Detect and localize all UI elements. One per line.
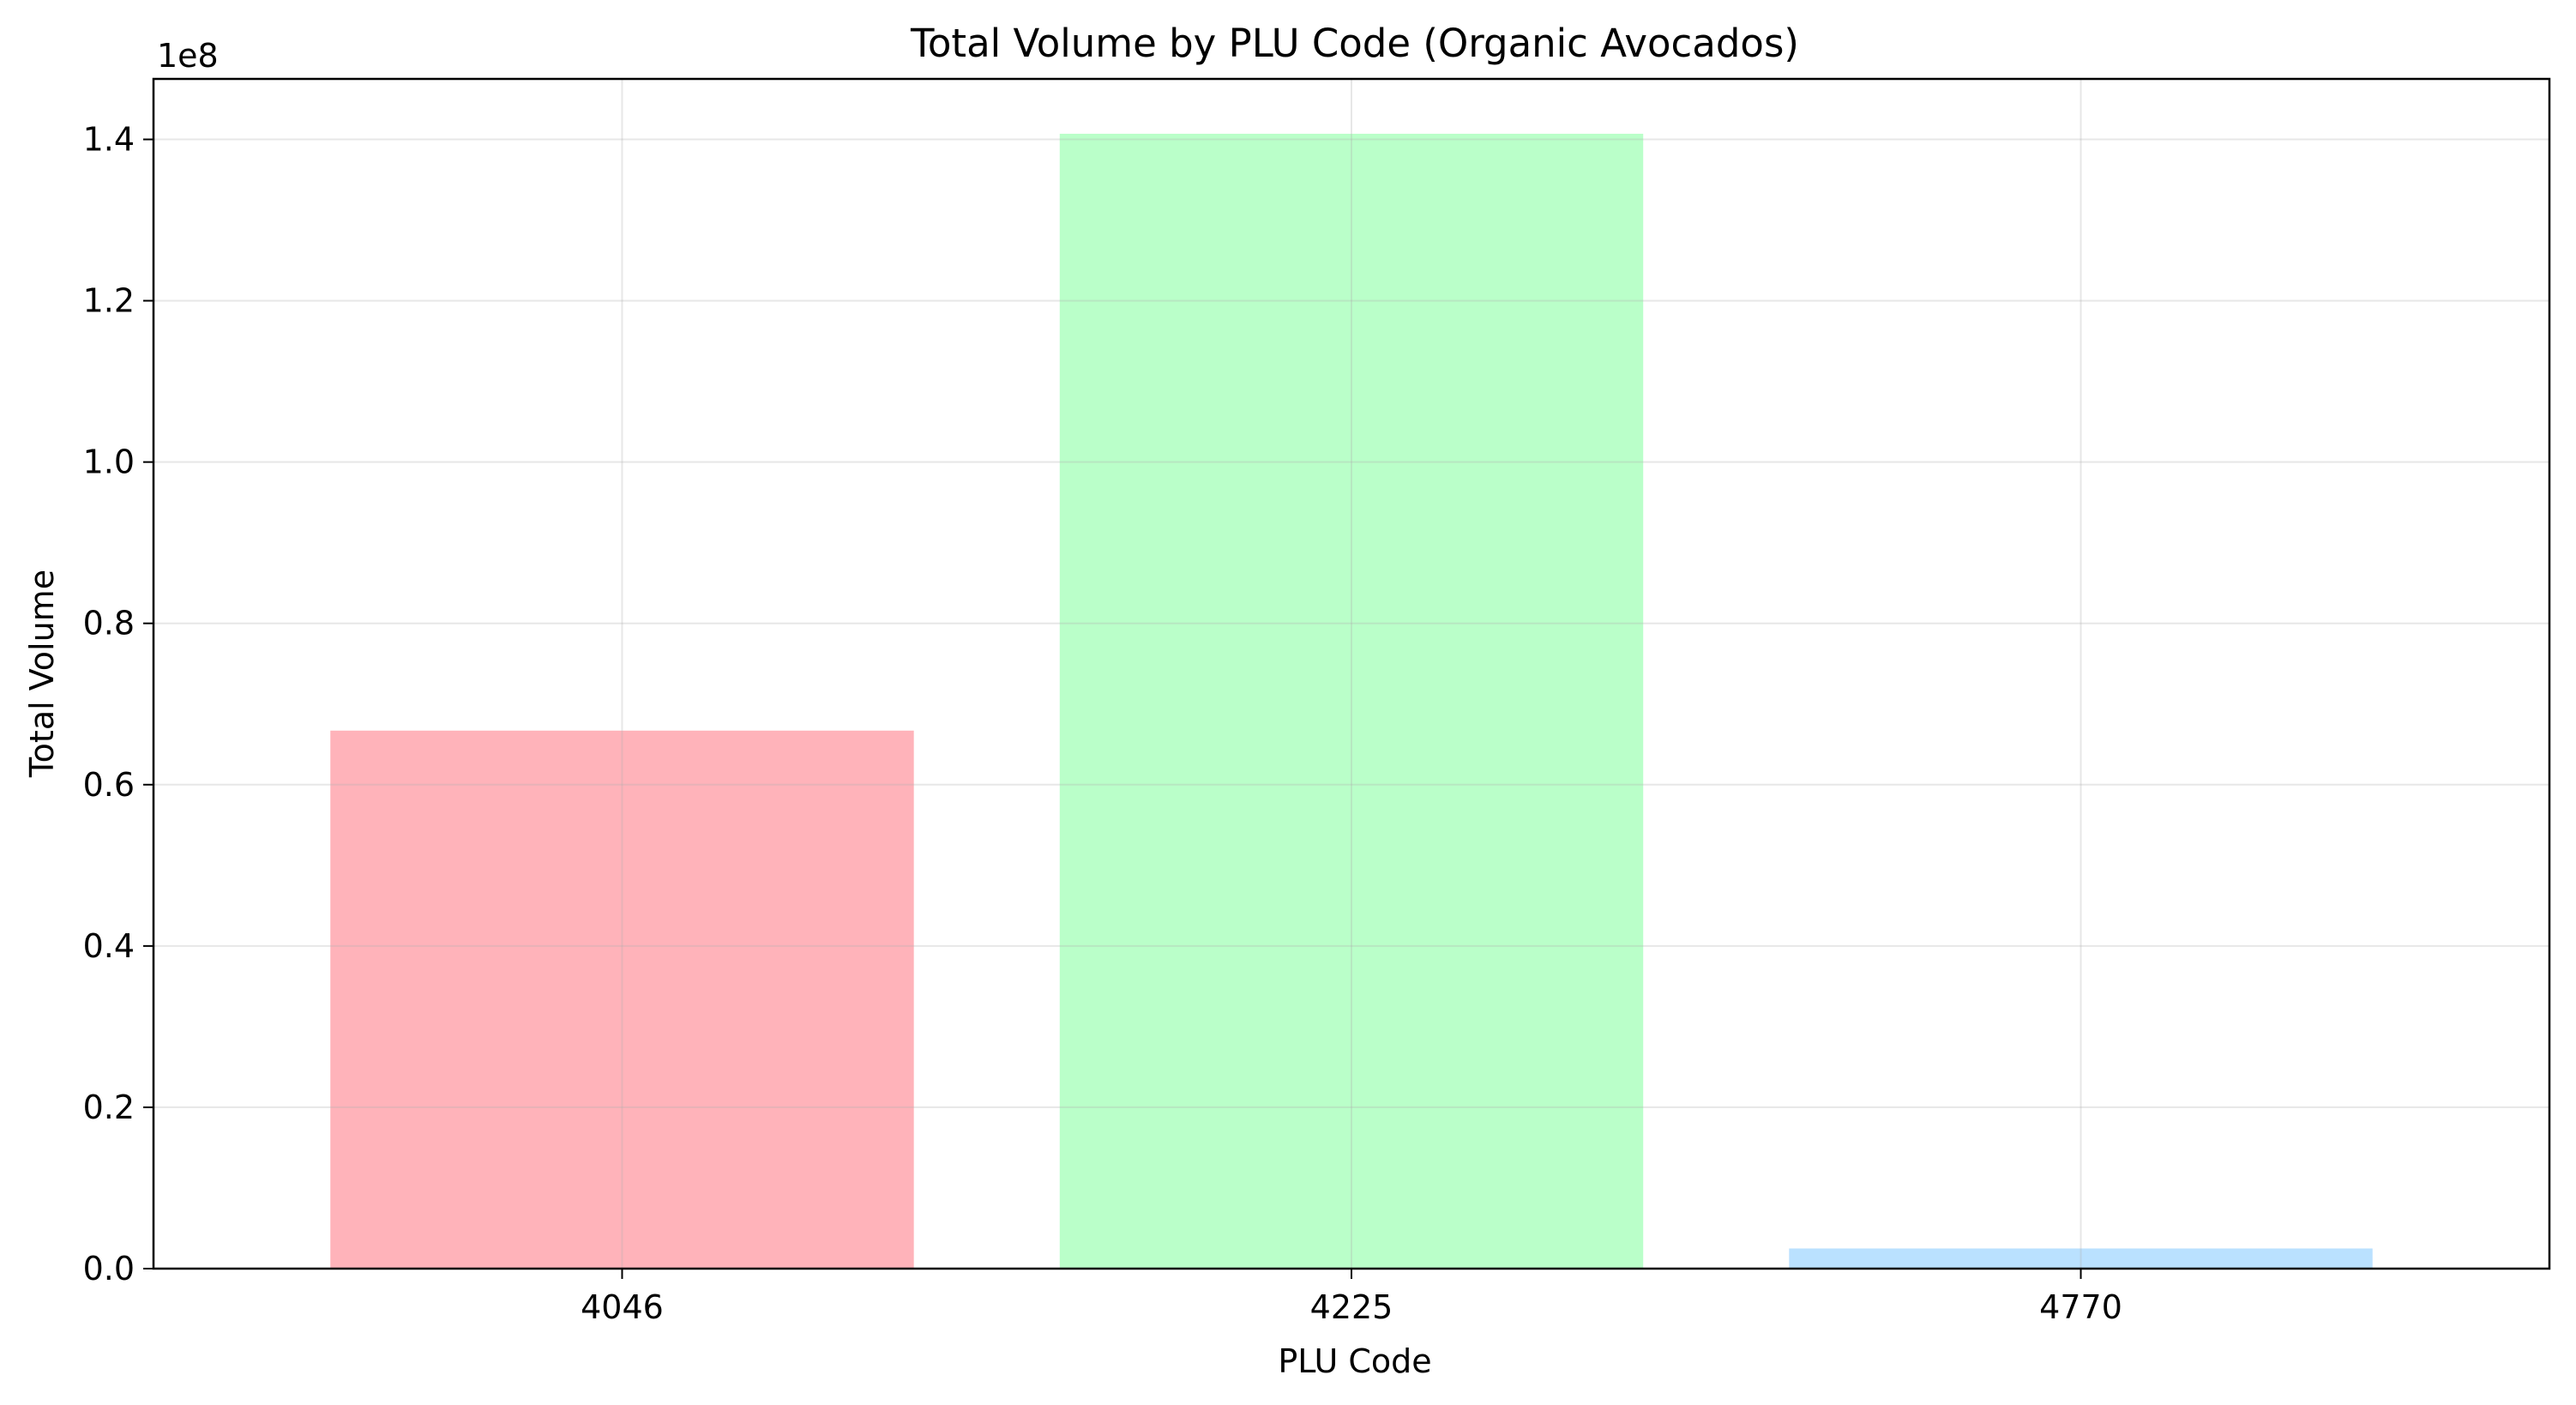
ticks: 0.0 0.2 0.4 0.6 0.8 1.0 1.2 1.4 4046 4225 4770 [83, 121, 2122, 1326]
chart-title: Total Volume by PLU Code (Organic Avocad… [910, 21, 1799, 66]
x-tick-label: 4225 [1310, 1288, 1393, 1326]
bars [330, 133, 2373, 1269]
y-tick-label: 0.0 [83, 1250, 135, 1287]
y-offset-label: 1e8 [157, 37, 219, 75]
x-axis-title: PLU Code [1278, 1342, 1431, 1380]
x-tick-label: 4046 [581, 1288, 664, 1326]
y-tick-label: 0.2 [83, 1088, 135, 1126]
y-tick-label: 0.8 [83, 605, 135, 642]
y-tick-label: 1.0 [83, 443, 135, 481]
y-tick-label: 1.2 [83, 282, 135, 320]
bar-4770 [1789, 1248, 2373, 1269]
bar-4225 [1059, 133, 1644, 1269]
grid [153, 79, 2549, 1269]
y-tick-label: 0.4 [83, 927, 135, 965]
y-axis-title: Total Volume [23, 570, 61, 778]
x-tick-label: 4770 [2039, 1288, 2122, 1326]
y-tick-label: 0.6 [83, 766, 135, 804]
bar-4046 [330, 730, 914, 1269]
y-tick-label: 1.4 [83, 121, 135, 159]
